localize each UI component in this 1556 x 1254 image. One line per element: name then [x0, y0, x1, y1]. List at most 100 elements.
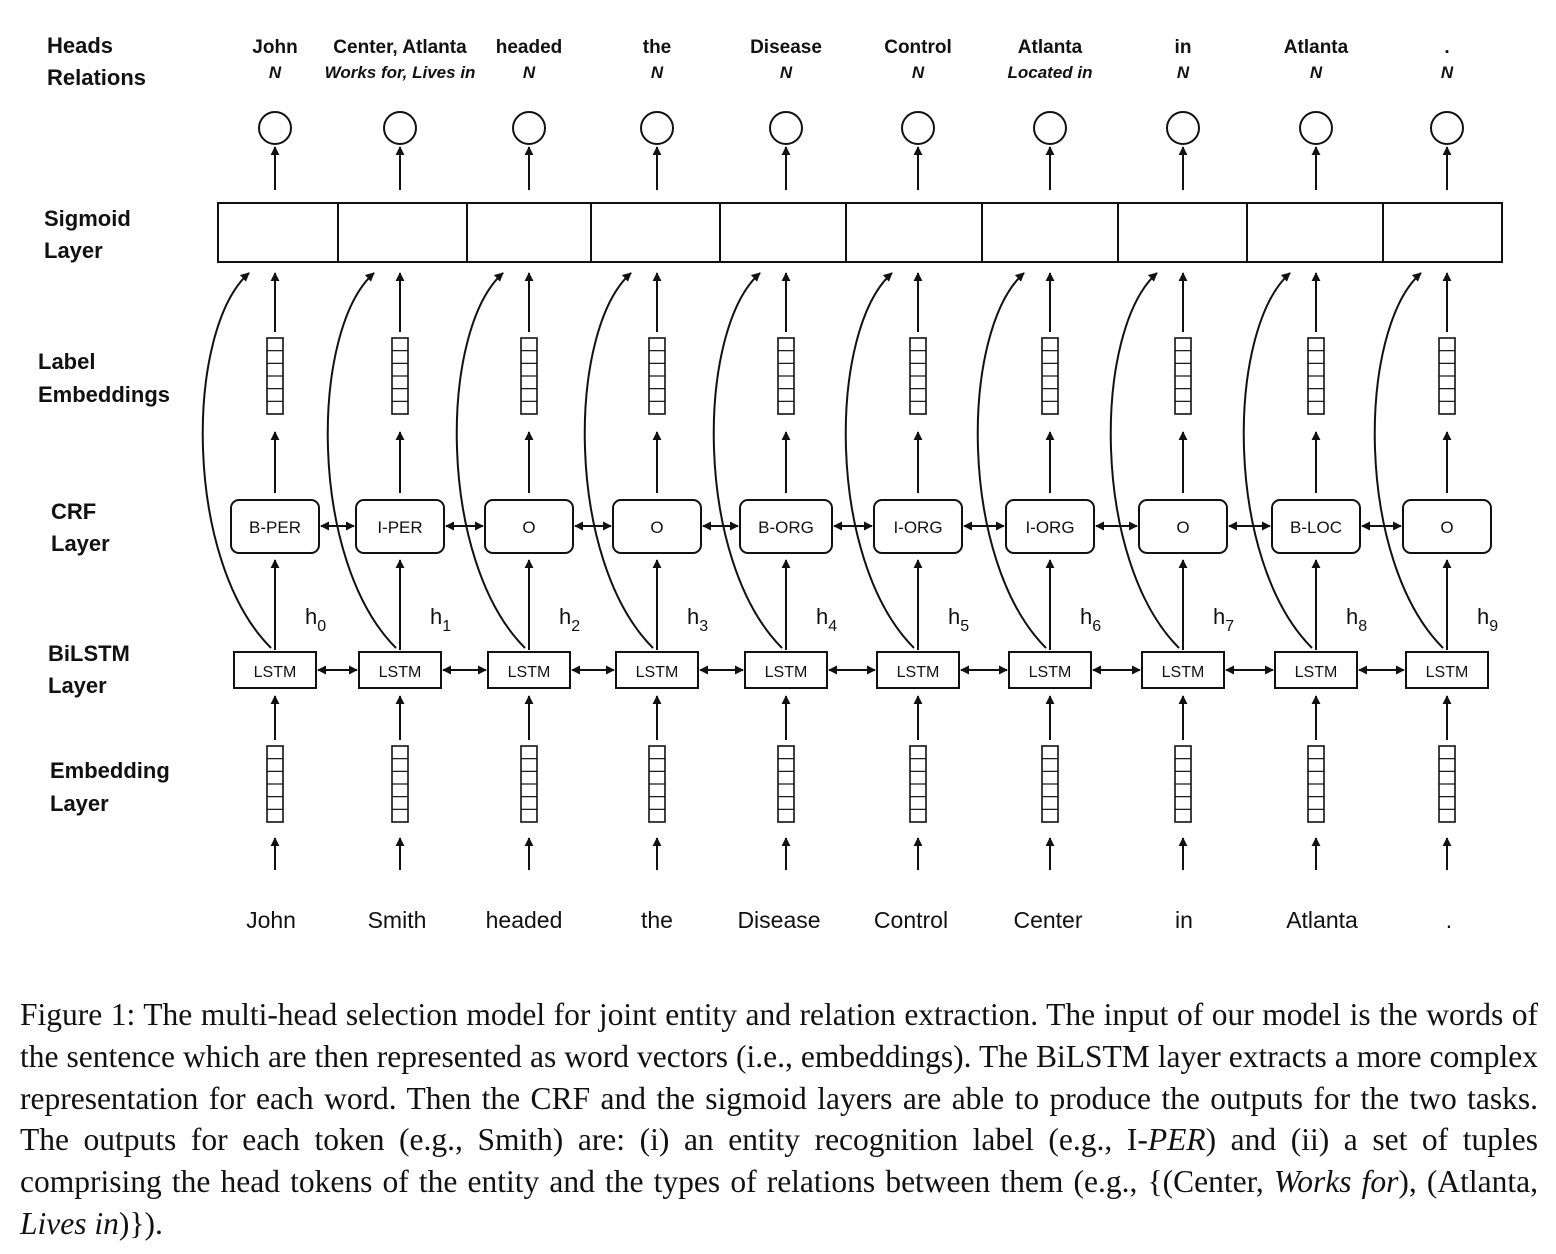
lstm-box [744, 651, 828, 689]
head-label: Disease [750, 37, 822, 58]
sigmoid-layer-label-line2: Layer [44, 238, 103, 263]
caption-text-1: Figure 1: The multi-head selection model… [20, 997, 1538, 1158]
input-word: the [641, 907, 673, 933]
output-node [512, 111, 546, 145]
lstm-box [358, 651, 442, 689]
label-embedding-vector [1438, 337, 1456, 415]
label-embedding-vector [648, 337, 666, 415]
head-label: . [1444, 37, 1449, 58]
label-embedding-vector [266, 337, 284, 415]
lstm-to-sigmoid-curve [976, 272, 1047, 649]
crf-tag: O [1176, 518, 1189, 537]
input-word: . [1446, 907, 1452, 933]
caption-italic-works-for: Works for [1273, 1164, 1399, 1200]
word-embedding-vector [391, 745, 409, 823]
hidden-state-index: 4 [828, 618, 837, 635]
hidden-state-index: 3 [699, 618, 708, 635]
relation-label: N [912, 63, 925, 82]
head-label: Control [884, 37, 952, 58]
relation-label: N [780, 63, 793, 82]
hidden-state-index: 8 [1358, 618, 1367, 635]
hidden-state-index: 5 [960, 618, 969, 635]
input-word: Smith [368, 907, 427, 933]
input-word: John [246, 907, 296, 933]
hidden-state-label: h3 [687, 604, 708, 635]
crf-tag: B-LOC [1290, 518, 1342, 537]
label-embedding-vector [1174, 337, 1192, 415]
hidden-state-index: 2 [571, 618, 580, 635]
lstm-label: LSTM [897, 664, 940, 681]
relation-label: N [1441, 63, 1454, 82]
hidden-state-label: h9 [1477, 604, 1498, 635]
output-node [1430, 111, 1464, 145]
lstm-box [1405, 651, 1489, 689]
output-node [1166, 111, 1200, 145]
output-node [1033, 111, 1067, 145]
word-embedding-vector [648, 745, 666, 823]
caption-italic-lives-in: Lives in [20, 1205, 119, 1241]
relation-label: N [523, 63, 536, 82]
hidden-state-index: 0 [317, 618, 326, 635]
embedding-layer-label-line1: Embedding [50, 758, 170, 783]
lstm-to-sigmoid-curve [1109, 272, 1180, 649]
label-embedding-vector [777, 337, 795, 415]
relation-label: N [269, 63, 282, 82]
crf-box [1271, 499, 1361, 554]
figure-caption: Figure 1: The multi-head selection model… [20, 994, 1538, 1245]
head-label: Atlanta [1018, 37, 1083, 58]
crf-tag: I-ORG [1025, 518, 1074, 537]
crf-tag: I-ORG [893, 518, 942, 537]
relation-label: Located in [1007, 63, 1092, 82]
label-embeddings-label-line1: Label [38, 349, 95, 374]
crf-box [873, 499, 963, 554]
head-label: headed [496, 37, 563, 58]
head-label: Atlanta [1284, 37, 1349, 58]
lstm-to-sigmoid-curve [583, 272, 654, 649]
crf-box [230, 499, 320, 554]
bilstm-layer-label-line1: BiLSTM [48, 641, 130, 666]
crf-box [1402, 499, 1492, 554]
head-label: in [1175, 37, 1192, 58]
input-word: in [1175, 907, 1193, 933]
caption-text-4: )}). [118, 1205, 163, 1241]
label-embedding-vector [1307, 337, 1325, 415]
lstm-to-sigmoid-curve [1373, 272, 1444, 649]
label-embeddings-label-line2: Embeddings [38, 382, 170, 407]
lstm-label: LSTM [1162, 664, 1205, 681]
output-node [901, 111, 935, 145]
label-embedding-vector [1041, 337, 1059, 415]
word-embedding-vector [777, 745, 795, 823]
hidden-state-label: h6 [1080, 604, 1101, 635]
lstm-label: LSTM [1295, 664, 1338, 681]
crf-tag: B-PER [249, 518, 301, 537]
crf-tag: O [650, 518, 663, 537]
embedding-layer-label-line2: Layer [50, 791, 109, 816]
word-embedding-vector [1438, 745, 1456, 823]
head-label: John [252, 37, 297, 58]
lstm-label: LSTM [254, 664, 297, 681]
lstm-box [1274, 651, 1358, 689]
crf-layer-label-line2: Layer [51, 531, 110, 556]
lstm-to-sigmoid-curve [712, 272, 783, 649]
word-embedding-vector [1041, 745, 1059, 823]
lstm-label: LSTM [508, 664, 551, 681]
crf-box [739, 499, 833, 554]
hidden-state-label: h1 [430, 604, 451, 635]
output-node [1299, 111, 1333, 145]
lstm-label: LSTM [379, 664, 422, 681]
relation-label: N [1177, 63, 1190, 82]
crf-tag: I-PER [377, 518, 422, 537]
label-embedding-vector [520, 337, 538, 415]
input-word: Atlanta [1286, 907, 1358, 933]
crf-box [1005, 499, 1095, 554]
hidden-state-label: h2 [559, 604, 580, 635]
word-embedding-vector [1174, 745, 1192, 823]
hidden-state-label: h7 [1213, 604, 1234, 635]
lstm-box [876, 651, 960, 689]
model-diagram: Heads Relations Sigmoid Layer Label Embe… [38, 33, 1503, 933]
relation-label: N [1310, 63, 1323, 82]
output-node [383, 111, 417, 145]
relation-label: N [651, 63, 664, 82]
output-node [769, 111, 803, 145]
lstm-box [1141, 651, 1225, 689]
